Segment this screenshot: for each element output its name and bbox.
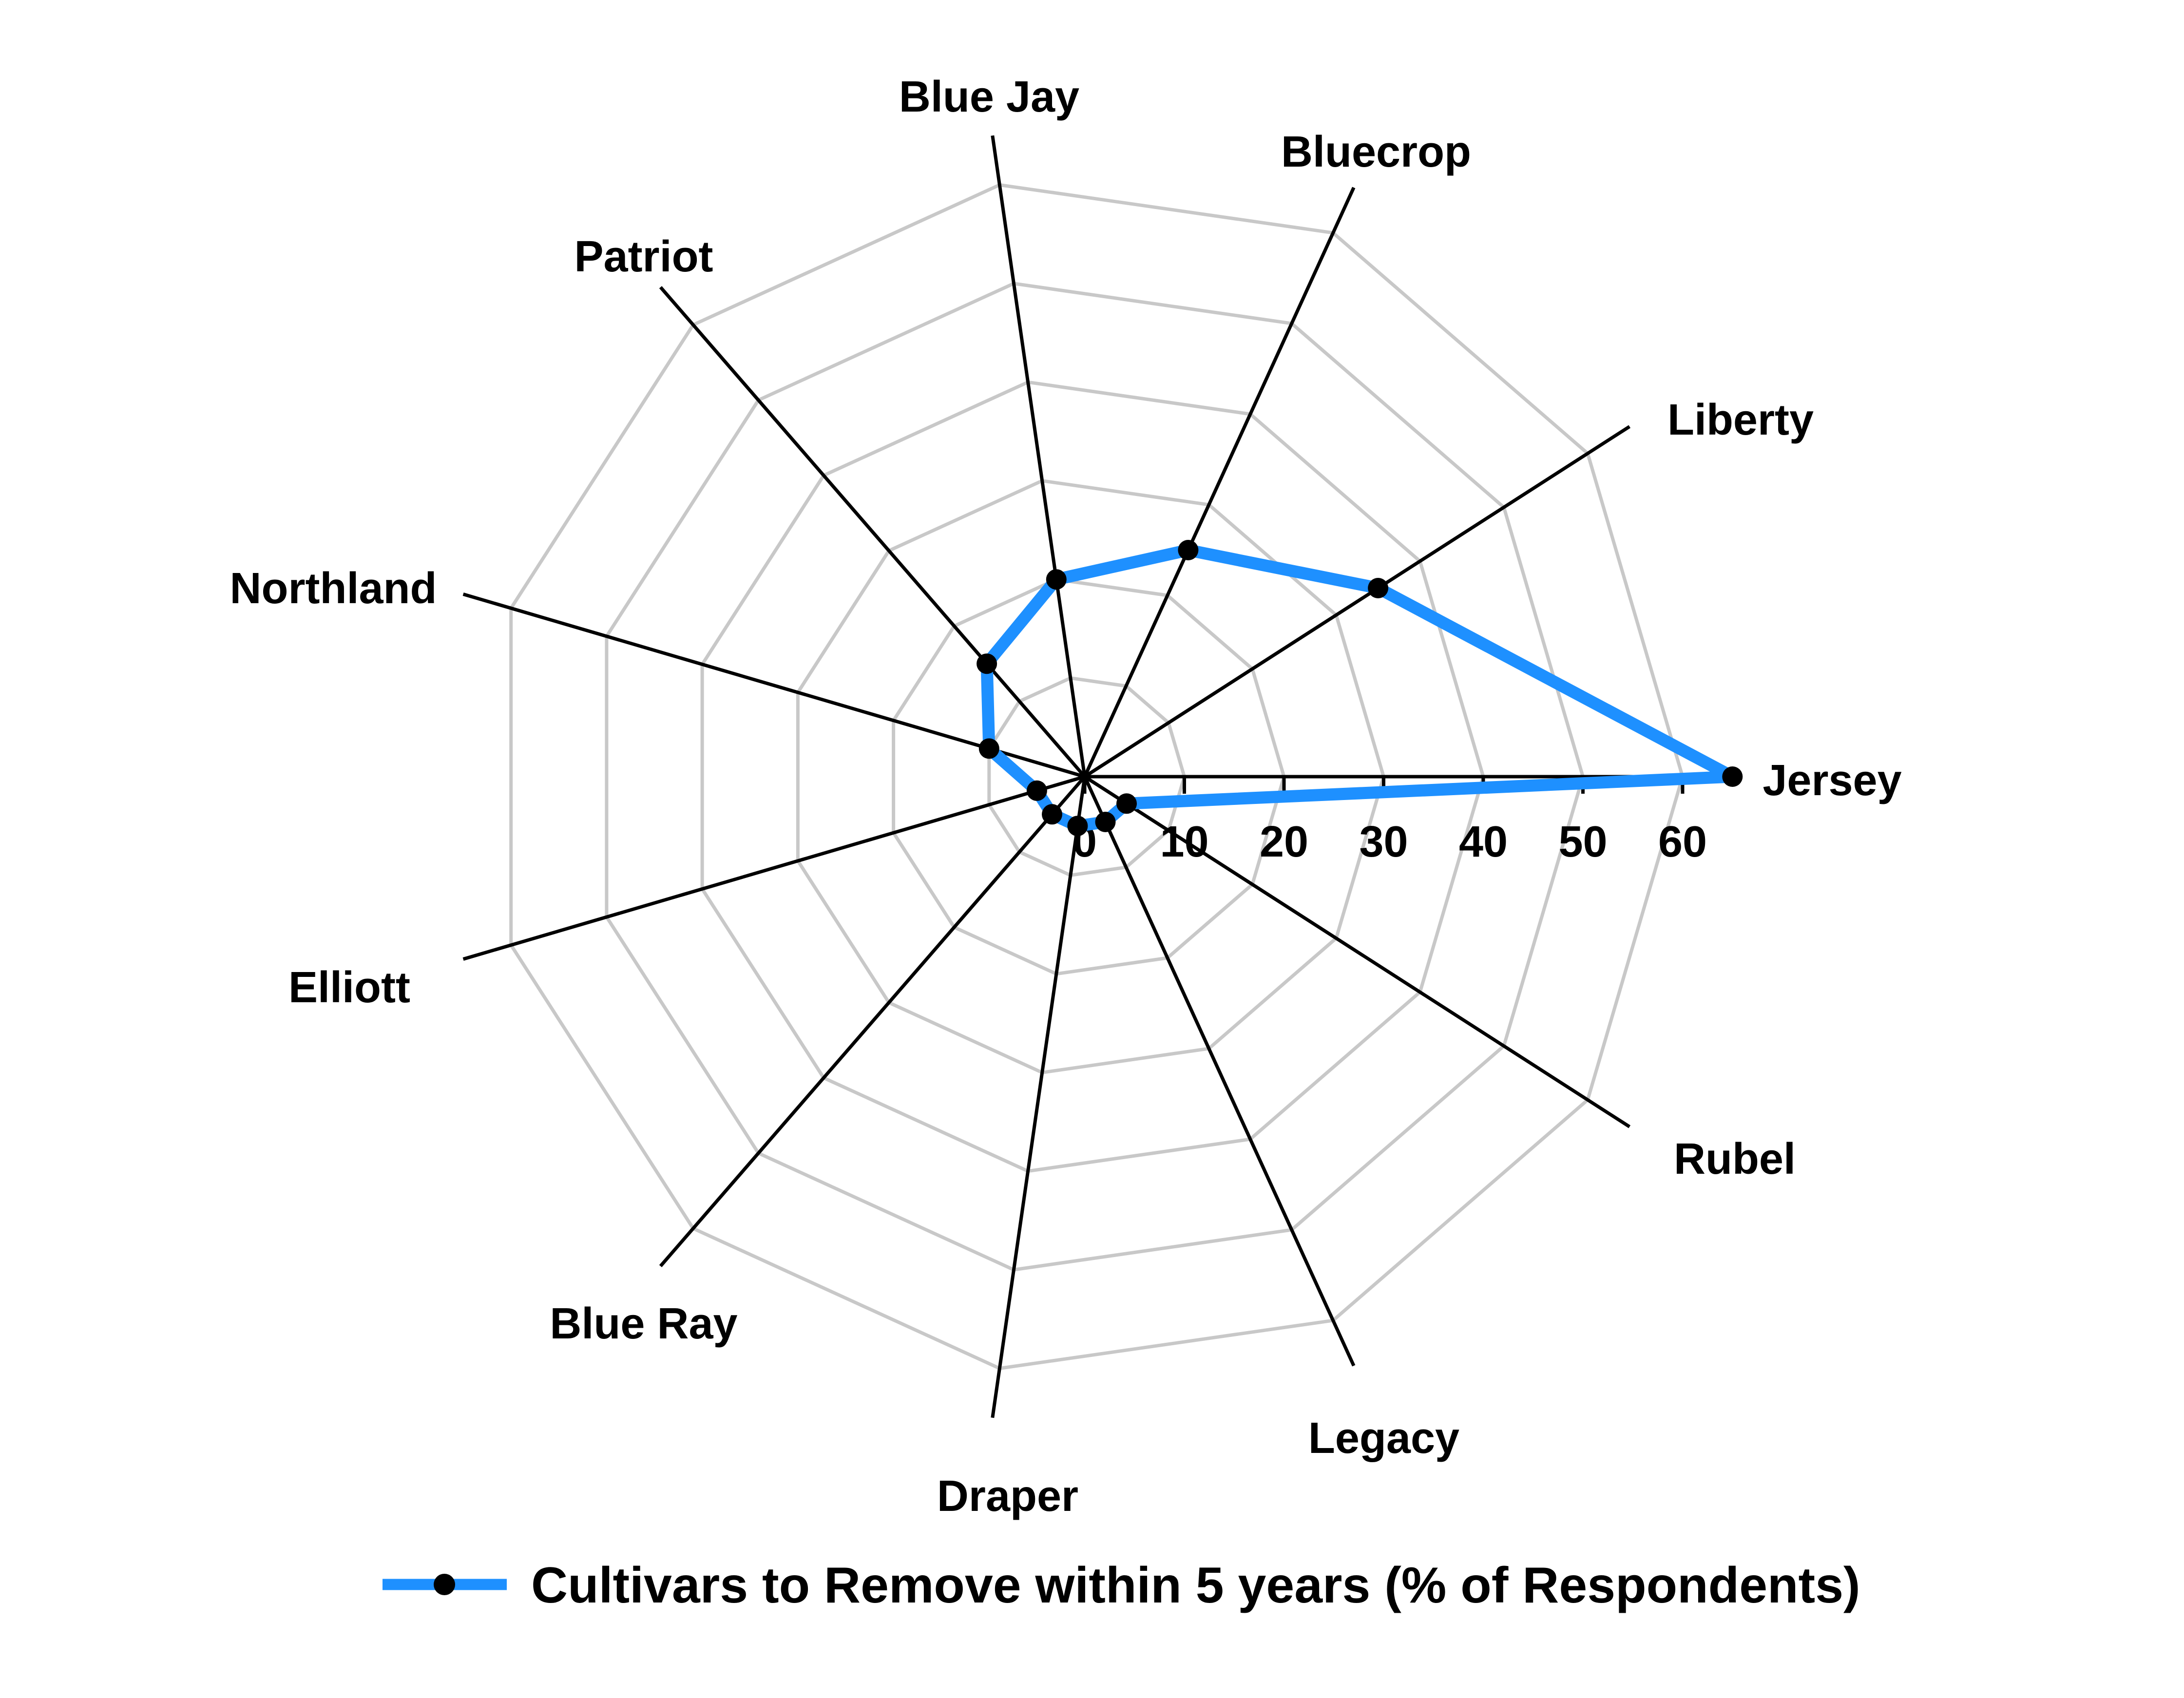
axis-tick-label-20: 20 xyxy=(1260,818,1308,866)
legend-label: Cultivars to Remove within 5 years (% of… xyxy=(531,1557,1860,1614)
grid-ring-60 xyxy=(509,183,1685,1371)
axis-tick-label-50: 50 xyxy=(1558,818,1607,866)
data-point-jersey xyxy=(1722,766,1743,787)
category-label-legacy: Legacy xyxy=(1308,1414,1459,1463)
category-label-elliott: Elliott xyxy=(288,963,410,1012)
axis-tick-label-40: 40 xyxy=(1459,818,1508,866)
axis-spoke-blue-ray xyxy=(659,775,1086,1267)
data-series xyxy=(977,540,1743,837)
data-point-draper xyxy=(1067,816,1088,837)
category-label-blue-ray: Blue Ray xyxy=(550,1299,737,1348)
legend: Cultivars to Remove within 5 years (% of… xyxy=(383,1557,1860,1614)
data-point-elliott xyxy=(1026,780,1047,801)
grid-rings xyxy=(509,183,1685,1371)
grid-ring-10 xyxy=(987,676,1187,878)
category-label-patriot: Patriot xyxy=(574,232,713,281)
data-point-legacy xyxy=(1095,812,1116,832)
category-label-rubel: Rubel xyxy=(1674,1135,1796,1183)
category-label-bluecrop: Bluecrop xyxy=(1281,128,1471,176)
axis-spoke-patriot xyxy=(659,286,1086,778)
axis-spoke-draper xyxy=(991,776,1087,1418)
legend-marker-dot xyxy=(434,1574,455,1595)
category-label-draper: Draper xyxy=(937,1472,1078,1521)
category-label-jersey: Jersey xyxy=(1763,756,1901,805)
data-point-rubel xyxy=(1116,793,1137,814)
category-label-northland: Northland xyxy=(230,564,437,613)
grid-ring-20 xyxy=(892,577,1286,976)
category-label-liberty: Liberty xyxy=(1667,396,1814,444)
axis-spoke-liberty xyxy=(1084,425,1631,778)
data-point-bluecrop xyxy=(1178,540,1199,560)
data-point-liberty xyxy=(1368,578,1389,598)
axis-tick-labels: 0 10 20 30 40 50 60 xyxy=(1073,818,1707,866)
grid-ring-40 xyxy=(700,380,1485,1173)
data-point-blue-jay xyxy=(1046,569,1067,590)
axis-spoke-elliott xyxy=(462,775,1085,961)
axis-spoke-legacy xyxy=(1083,776,1356,1367)
data-point-patriot xyxy=(977,653,997,674)
grid-ring-30 xyxy=(796,479,1386,1074)
category-label-blue-jay: Blue Jay xyxy=(899,73,1079,121)
axis-tick-label-30: 30 xyxy=(1359,818,1408,866)
grid-ring-50 xyxy=(605,282,1585,1272)
category-labels: Jersey Liberty Bluecrop Blue Jay Patriot Nort… xyxy=(230,73,1902,1521)
data-point-northland xyxy=(978,738,999,759)
data-point-blue-ray xyxy=(1042,804,1062,825)
axis-spoke-bluecrop xyxy=(1083,187,1356,778)
axis-spoke-rubel xyxy=(1084,775,1631,1128)
axis-tick-label-10: 10 xyxy=(1160,818,1208,866)
axis-spokes xyxy=(462,135,1733,1418)
axis-spoke-blue-jay xyxy=(991,135,1087,777)
axis-tick-label-60: 60 xyxy=(1658,818,1707,866)
